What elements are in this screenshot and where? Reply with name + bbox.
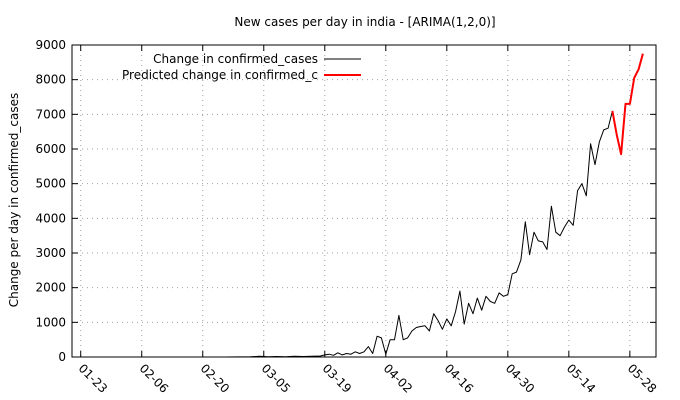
y-tick-label: 4000 <box>35 211 66 225</box>
y-tick-label: 3000 <box>35 246 66 260</box>
x-tick-label: 04-16 <box>442 361 477 396</box>
series-lines <box>224 53 644 358</box>
y-tick-label: 0 <box>58 350 66 364</box>
x-tick-label: 03-19 <box>320 361 355 396</box>
y-tick-label: 8000 <box>35 73 66 87</box>
x-tick-label: 04-30 <box>503 361 538 396</box>
y-axis-label: Change per day in confirmed_cases <box>7 93 21 308</box>
x-tick-label: 05-14 <box>564 361 599 396</box>
legend-label: Change in confirmed_cases <box>153 52 318 66</box>
x-tick-label: 05-28 <box>625 361 660 396</box>
y-tick-label: 9000 <box>35 38 66 52</box>
grid-lines <box>72 45 656 357</box>
x-tick-label: 01-23 <box>76 361 111 396</box>
y-tick-label: 2000 <box>35 281 66 295</box>
legend: Change in confirmed_cases Predicted chang… <box>122 52 361 82</box>
x-tick-label: 02-20 <box>198 361 233 396</box>
y-tick-label: 6000 <box>35 142 66 156</box>
x-tick-label: 04-02 <box>381 361 416 396</box>
plot-border <box>71 44 657 358</box>
x-tick-label: 02-06 <box>137 361 172 396</box>
axes: 0 1000 2000 3000 4000 5000 6000 7000 8000 9000 01-… <box>35 38 659 396</box>
series-line-confirmed <box>224 110 613 358</box>
y-tick-label: 5000 <box>35 177 66 191</box>
chart-title: New cases per day in india - [ARIMA(1,2,… <box>234 15 495 29</box>
legend-label: Predicted change in confirmed_c <box>122 68 318 82</box>
x-tick-label: 03-05 <box>259 361 294 396</box>
y-tick-label: 1000 <box>35 315 66 329</box>
series-line-predicted <box>611 53 644 156</box>
y-tick-label: 7000 <box>35 107 66 121</box>
